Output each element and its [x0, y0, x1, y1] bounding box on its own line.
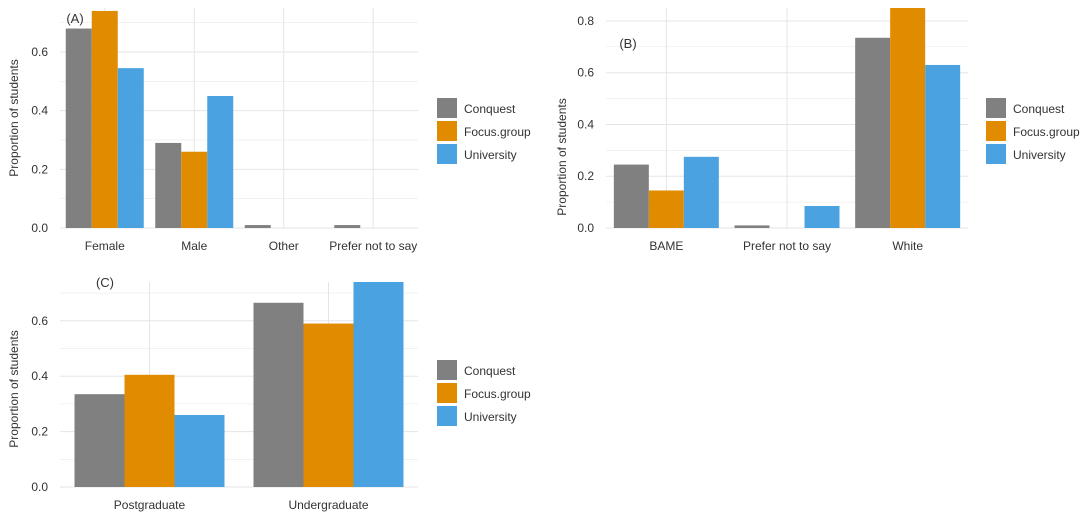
bar-focus-group-0	[124, 374, 175, 487]
legend: Conquest Focus.group University	[437, 360, 531, 426]
legend-swatch	[986, 144, 1006, 164]
legend-swatch	[437, 383, 457, 403]
legend: Conquest Focus.group University	[986, 98, 1080, 164]
x-tick-label: White	[892, 239, 923, 253]
y-tick-label: 0.8	[577, 14, 594, 28]
bar-focus-group-1	[181, 151, 208, 228]
y-tick-label: 0.6	[577, 66, 594, 80]
x-tick-label: Postgraduate	[114, 498, 186, 512]
legend-label: University	[464, 148, 517, 162]
y-axis-title: Proportion of students	[555, 98, 569, 215]
legend: Conquest Focus.group University	[437, 98, 531, 164]
x-tick-label: Prefer not to say	[743, 239, 831, 253]
bar-university-1	[207, 96, 234, 228]
x-tick-label: Prefer not to say	[329, 239, 417, 253]
x-tick-label: Female	[85, 239, 125, 253]
panel-label: (A)	[66, 11, 83, 26]
x-tick-label: Undergraduate	[288, 498, 368, 512]
legend-label: Conquest	[464, 102, 516, 116]
bar-conquest-0	[74, 394, 125, 487]
bar-conquest-2	[244, 225, 271, 228]
legend-label: Conquest	[1013, 102, 1065, 116]
y-tick-label: 0.2	[31, 162, 48, 176]
y-tick-label: 0.2	[577, 169, 594, 183]
bar-focus-group-2	[890, 8, 926, 228]
x-tick-label: Male	[181, 239, 207, 253]
bar-university-2	[925, 64, 961, 228]
legend-label: Focus.group	[464, 125, 531, 139]
chart-panel-1: 0.0 0.2 0.4 0.6 0.8 BAME Prefer not to say Whit…	[555, 8, 1080, 253]
bar-university-1	[804, 206, 840, 228]
legend-label: Focus.group	[1013, 125, 1080, 139]
legend-label: Focus.group	[464, 387, 531, 401]
legend-label: University	[464, 410, 517, 424]
panel-label: (B)	[619, 36, 636, 51]
y-tick-label: 0.6	[31, 45, 48, 59]
y-tick-label: 0.0	[31, 221, 48, 235]
x-tick-label: Other	[269, 239, 299, 253]
x-tick-label: BAME	[649, 239, 683, 253]
y-axis-title: Proportion of students	[7, 59, 21, 176]
y-axis-title: Proportion of students	[7, 330, 21, 447]
bar-conquest-1	[253, 302, 304, 487]
bar-conquest-3	[334, 225, 361, 228]
y-tick-label: 0.4	[31, 104, 48, 118]
bar-conquest-0	[65, 28, 92, 229]
panel-label: (C)	[96, 275, 114, 290]
bar-conquest-0	[613, 164, 649, 228]
y-tick-label: 0.4	[577, 117, 594, 131]
legend-swatch	[437, 121, 457, 141]
bar-university-0	[117, 68, 144, 228]
legend-label: University	[1013, 148, 1066, 162]
chart-panel-0: 0.0 0.2 0.4 0.6 Female Male Other Prefer not to…	[7, 8, 531, 253]
bar-conquest-1	[734, 225, 770, 228]
y-tick-label: 0.0	[31, 480, 48, 494]
y-tick-label: 0.4	[31, 369, 48, 383]
bar-focus-group-1	[303, 323, 354, 487]
bar-conquest-2	[855, 37, 891, 228]
legend-swatch	[986, 121, 1006, 141]
bar-focus-group-0	[91, 10, 118, 228]
y-tick-label: 0.6	[31, 314, 48, 328]
legend-swatch	[986, 98, 1006, 118]
legend-swatch	[437, 406, 457, 426]
legend-swatch	[437, 144, 457, 164]
bar-university-0	[174, 414, 225, 487]
chart-panel-2: 0.0 0.2 0.4 0.6 Postgraduate Undergraduate Pro…	[7, 275, 531, 512]
bar-focus-group-0	[648, 190, 684, 228]
legend-swatch	[437, 98, 457, 118]
bar-university-0	[683, 156, 719, 228]
bar-conquest-1	[155, 142, 182, 228]
y-tick-label: 0.0	[577, 221, 594, 235]
legend-label: Conquest	[464, 364, 516, 378]
legend-swatch	[437, 360, 457, 380]
y-tick-label: 0.2	[31, 425, 48, 439]
bar-university-1	[353, 282, 404, 487]
